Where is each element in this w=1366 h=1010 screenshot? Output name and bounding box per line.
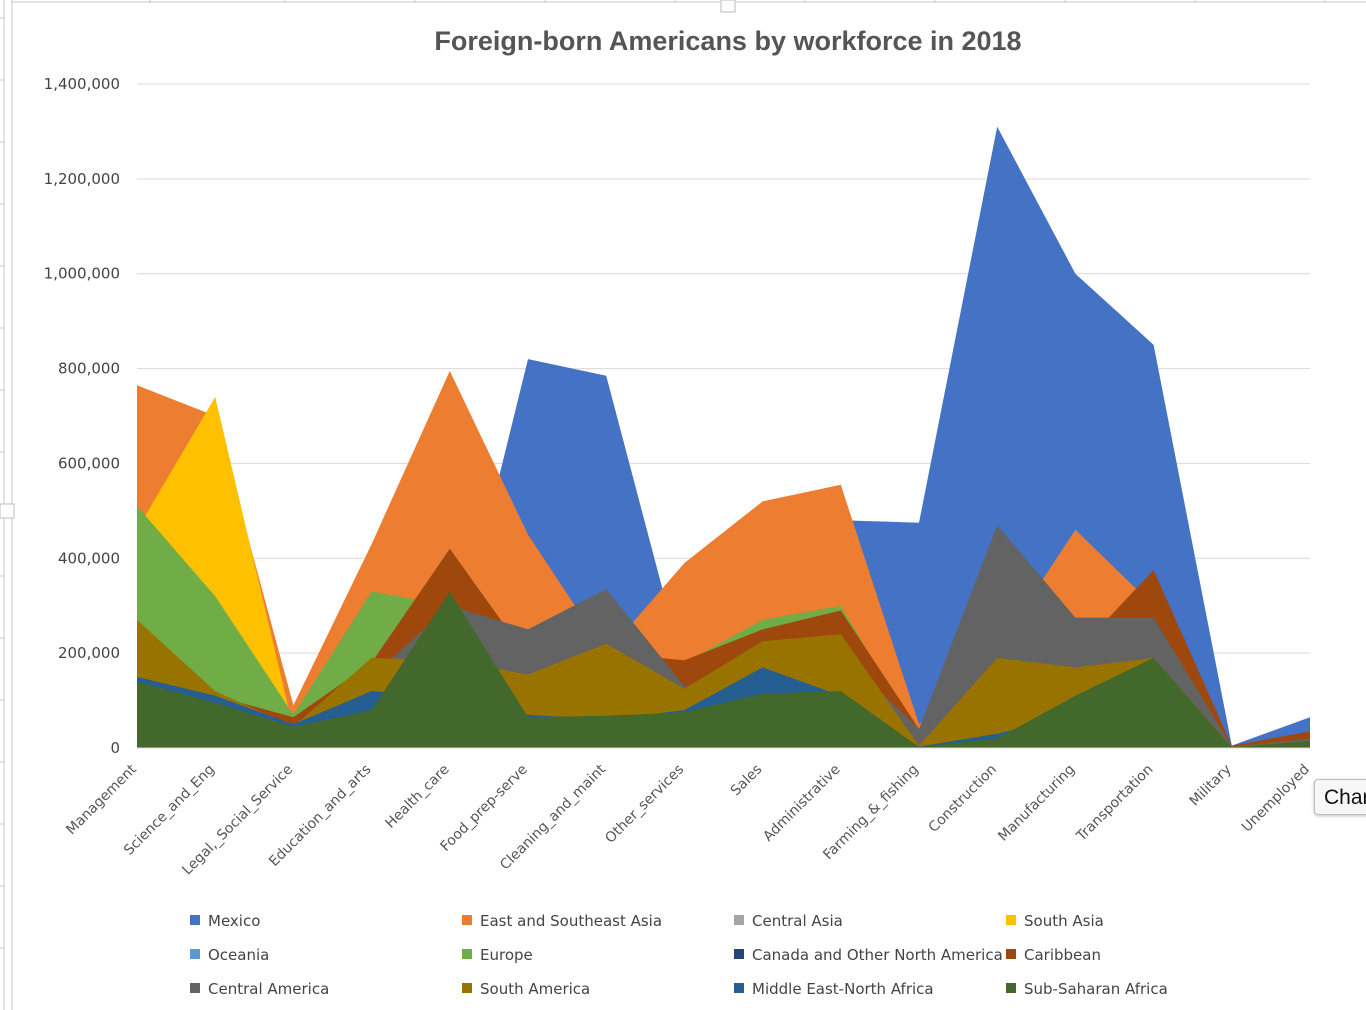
y-axis-labels: 0 200,000 400,000 600,000 800,000 1,000,000 1,… xyxy=(44,75,120,757)
x-tick-label: Administrative xyxy=(760,762,843,845)
y-tick-label: 400,000 xyxy=(58,549,120,567)
legend-swatch xyxy=(734,949,744,959)
x-tick-label: Management xyxy=(63,761,140,838)
chart-title: Foreign-born Americans by workforce in 2… xyxy=(434,26,1022,56)
x-tick-label: Other_services xyxy=(602,762,687,847)
legend-label: Central America xyxy=(208,980,329,998)
x-tick-label: Unemployed xyxy=(1239,762,1313,836)
y-tick-label: 200,000 xyxy=(58,644,120,662)
x-tick-label: Transportation xyxy=(1073,762,1157,846)
legend-label: Middle East-North Africa xyxy=(752,980,934,998)
resize-handle-top[interactable] xyxy=(720,0,736,13)
legend-label: South Asia xyxy=(1024,912,1104,930)
legend-label: South America xyxy=(480,980,590,998)
y-tick-label: 600,000 xyxy=(58,454,120,472)
legend-label: East and Southeast Asia xyxy=(480,912,662,930)
legend-swatch xyxy=(462,915,472,925)
x-tick-label: Manufacturing xyxy=(995,762,1078,845)
legend-label: Europe xyxy=(480,946,533,964)
legend-swatch xyxy=(462,983,472,993)
legend-swatch xyxy=(1006,949,1016,959)
x-tick-label: Construction xyxy=(926,762,1000,836)
x-tick-label: Food_prep-serve xyxy=(437,762,530,855)
x-tick-label: Health_care xyxy=(382,762,452,832)
y-tick-label: 0 xyxy=(110,739,120,757)
area-sub-saharan-africa[interactable] xyxy=(137,591,1310,749)
legend-swatch xyxy=(1006,915,1016,925)
legend-label: Mexico xyxy=(208,912,260,930)
legend-label: Canada and Other North America xyxy=(752,946,1003,964)
x-axis-labels: ManagementScience_and_EngLegal,_Social_S… xyxy=(63,761,1313,878)
y-tick-label: 800,000 xyxy=(58,360,120,378)
y-tick-label: 1,400,000 xyxy=(44,75,120,93)
y-tick-label: 1,000,000 xyxy=(44,265,120,283)
chart-tooltip: Char xyxy=(1314,779,1366,815)
legend-swatch xyxy=(462,949,472,959)
legend-swatch xyxy=(190,915,200,925)
legend-swatch xyxy=(190,983,200,993)
legend: Mexico East and Southeast Asia Central Asi… xyxy=(190,912,1168,998)
legend-label: Oceania xyxy=(208,946,269,964)
x-tick-label: Military xyxy=(1187,762,1235,810)
legend-label: Caribbean xyxy=(1024,946,1101,964)
x-tick-label: Sales xyxy=(728,762,766,800)
legend-swatch xyxy=(190,949,200,959)
y-tick-label: 1,200,000 xyxy=(44,170,120,188)
legend-label: Central Asia xyxy=(752,912,843,930)
legend-swatch xyxy=(734,915,744,925)
legend-swatch xyxy=(1006,983,1016,993)
legend-label: Sub-Saharan Africa xyxy=(1024,980,1168,998)
resize-handle-left[interactable] xyxy=(0,503,15,519)
legend-swatch xyxy=(734,983,744,993)
area-series xyxy=(137,126,1310,749)
